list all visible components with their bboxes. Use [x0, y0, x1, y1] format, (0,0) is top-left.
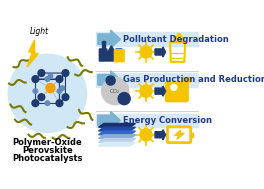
Polygon shape — [98, 135, 135, 139]
Circle shape — [62, 94, 69, 101]
Text: Energy Conversion: Energy Conversion — [123, 116, 212, 125]
Polygon shape — [98, 123, 135, 127]
Polygon shape — [98, 127, 135, 131]
Polygon shape — [102, 41, 105, 49]
Circle shape — [102, 77, 129, 105]
Circle shape — [118, 93, 130, 105]
Circle shape — [173, 36, 177, 40]
Polygon shape — [98, 112, 120, 129]
Polygon shape — [155, 86, 166, 96]
FancyBboxPatch shape — [96, 32, 199, 46]
Circle shape — [33, 89, 38, 93]
Polygon shape — [27, 40, 38, 67]
Polygon shape — [98, 30, 120, 48]
FancyBboxPatch shape — [190, 132, 193, 137]
Polygon shape — [98, 71, 120, 89]
Circle shape — [177, 33, 181, 37]
Circle shape — [8, 54, 87, 132]
FancyBboxPatch shape — [96, 73, 199, 87]
Circle shape — [56, 100, 63, 107]
Polygon shape — [98, 142, 135, 146]
Circle shape — [38, 70, 45, 76]
Text: Pollutant Degradation: Pollutant Degradation — [123, 35, 228, 44]
Circle shape — [140, 129, 152, 141]
Circle shape — [140, 85, 152, 97]
Circle shape — [56, 76, 63, 82]
Polygon shape — [183, 77, 191, 84]
Circle shape — [48, 74, 53, 78]
FancyBboxPatch shape — [114, 50, 124, 62]
Circle shape — [32, 100, 39, 107]
Polygon shape — [155, 47, 166, 57]
Circle shape — [171, 84, 177, 90]
Text: CO₂: CO₂ — [110, 89, 120, 94]
Polygon shape — [155, 130, 166, 140]
Polygon shape — [98, 131, 135, 135]
Polygon shape — [175, 130, 184, 139]
Circle shape — [45, 101, 50, 105]
Circle shape — [60, 86, 65, 90]
Circle shape — [32, 76, 39, 82]
FancyBboxPatch shape — [166, 82, 188, 102]
Circle shape — [140, 46, 152, 58]
Text: Perovskite: Perovskite — [22, 146, 73, 155]
Circle shape — [62, 70, 69, 76]
Text: Polymer-Oxide: Polymer-Oxide — [12, 138, 82, 147]
Circle shape — [57, 89, 62, 93]
Text: Gas Production and Reduction: Gas Production and Reduction — [123, 75, 264, 84]
FancyBboxPatch shape — [96, 114, 199, 127]
Polygon shape — [99, 46, 122, 61]
Circle shape — [46, 84, 55, 93]
Circle shape — [38, 94, 45, 101]
Circle shape — [45, 77, 50, 81]
Circle shape — [180, 37, 184, 41]
Text: Light: Light — [30, 27, 49, 36]
Circle shape — [106, 76, 115, 85]
Polygon shape — [98, 139, 135, 142]
Text: Photocatalysts: Photocatalysts — [12, 154, 83, 163]
